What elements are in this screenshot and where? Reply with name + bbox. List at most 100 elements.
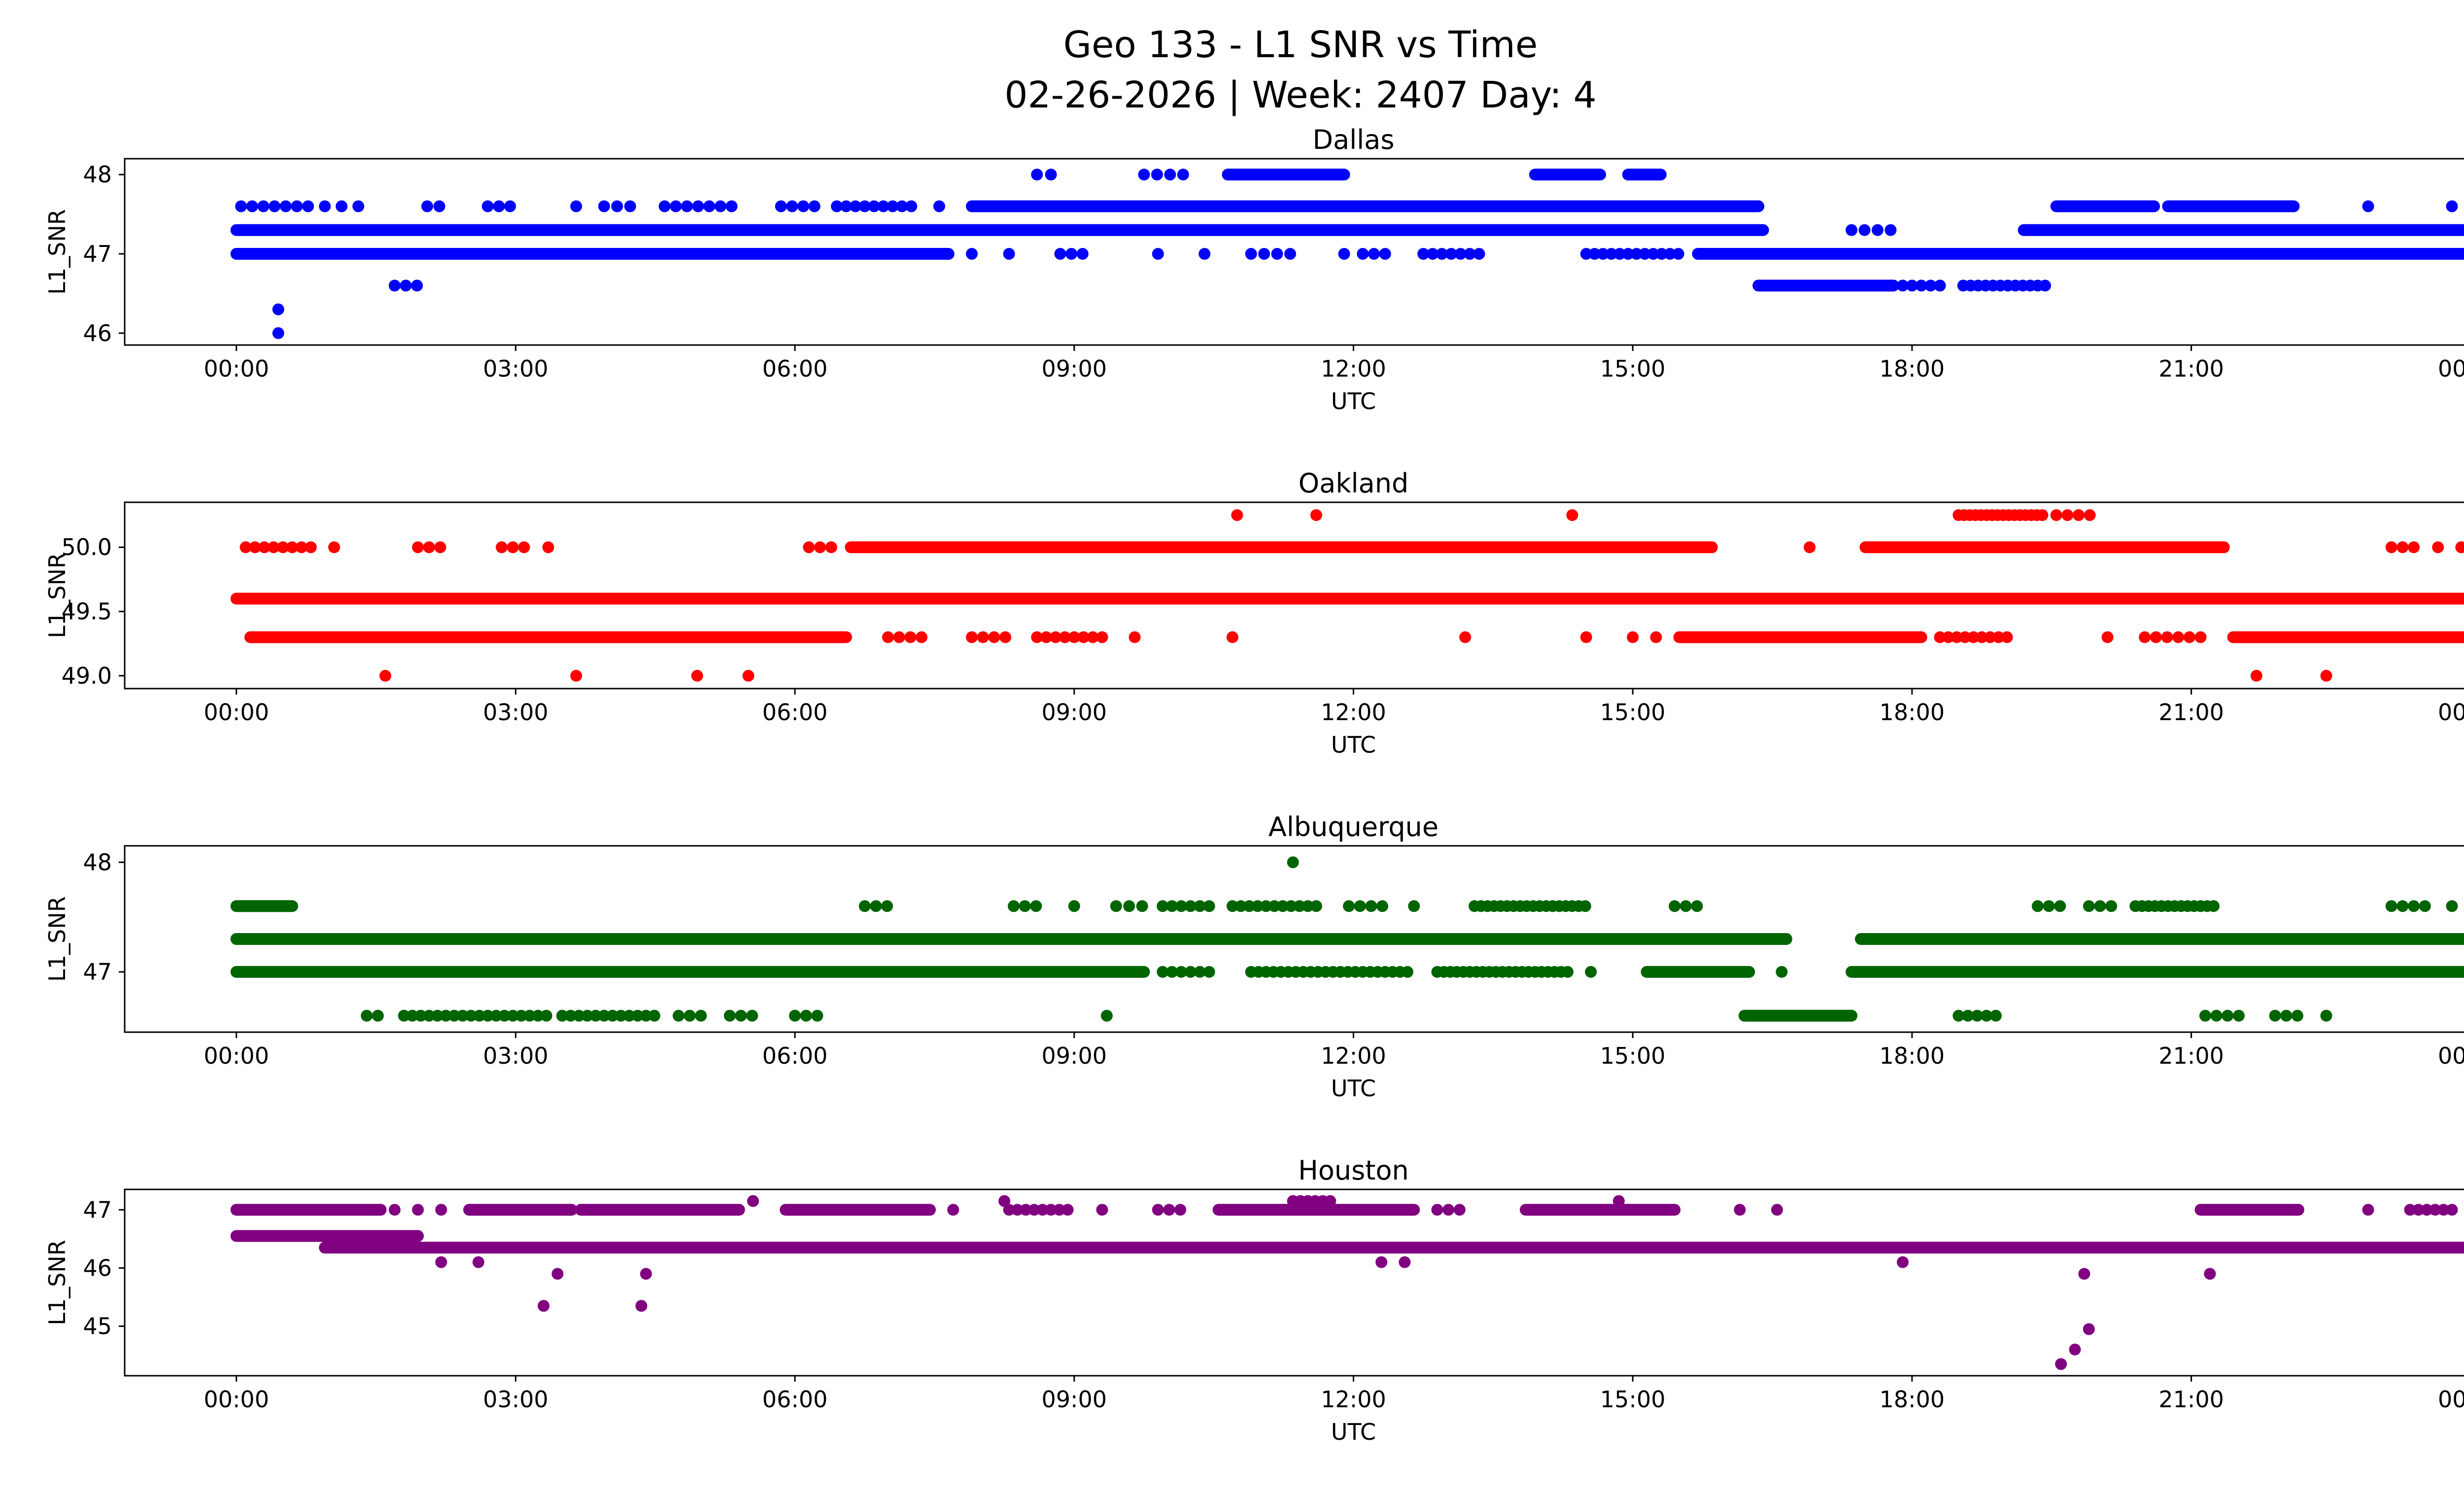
data-point	[1234, 900, 1247, 912]
data-point	[1585, 966, 1597, 978]
data-point	[1427, 248, 1439, 260]
data-point	[1365, 900, 1377, 912]
data-point	[1338, 248, 1350, 260]
data-point	[1379, 248, 1391, 260]
data-point	[877, 200, 890, 212]
subplots: Dallas 46 47 48 L1_SNR 00:00 03:00 06:00 09:00 12…	[0, 120, 2464, 1495]
data-point	[1203, 966, 1215, 978]
y-tick-label: 47	[83, 241, 112, 267]
data-point	[1669, 900, 1681, 912]
data-point	[2419, 900, 2431, 912]
x-axis-label: UTC	[1331, 1075, 1376, 1102]
data-point	[2320, 669, 2332, 682]
y-tick-label: 48	[83, 161, 112, 188]
data-point	[1445, 248, 1457, 260]
data-point	[1872, 224, 1884, 236]
data-point	[2073, 509, 2085, 522]
data-point	[1245, 248, 1257, 260]
data-point	[423, 1009, 435, 1022]
data-point	[933, 200, 945, 212]
data-point	[1343, 900, 1355, 912]
x-tick-label: 12:00	[1321, 699, 1386, 726]
data-point	[433, 200, 445, 212]
axes-frame	[124, 1188, 2464, 1377]
data-point	[1655, 248, 1668, 260]
data-point	[493, 200, 505, 212]
data-point	[2199, 1009, 2211, 1022]
data-point	[1231, 509, 1243, 522]
data-point	[1605, 248, 1617, 260]
data-point	[2172, 631, 2185, 643]
data-point	[1846, 224, 1858, 236]
data-point	[672, 1009, 684, 1022]
data-point	[542, 541, 554, 554]
data-point	[1691, 900, 1703, 912]
data-point	[811, 1009, 823, 1022]
data-point	[1096, 1204, 1108, 1216]
data-point	[725, 200, 738, 212]
data-point	[1771, 1204, 1783, 1216]
data-point	[279, 200, 292, 212]
data-point	[2222, 1009, 2234, 1022]
data-point	[1613, 248, 1626, 260]
data-point	[1630, 248, 1643, 260]
data-point	[1284, 248, 1297, 260]
data-point	[631, 1009, 644, 1022]
data-point	[1399, 1256, 1411, 1268]
data-point	[881, 900, 893, 912]
data-point	[538, 1300, 550, 1312]
data-point	[1123, 900, 1135, 912]
data-point	[372, 1009, 384, 1022]
data-point	[858, 900, 871, 912]
data-point	[379, 669, 391, 682]
x-tick-label: 00:00	[2438, 1043, 2464, 1069]
data-point	[1151, 169, 1163, 181]
data-point	[1357, 248, 1369, 260]
data-point	[2320, 1009, 2332, 1022]
data-point	[1906, 279, 1918, 292]
data-point	[2408, 900, 2420, 912]
data-point	[2429, 1204, 2441, 1216]
data-point	[858, 200, 871, 212]
data-point	[1734, 1204, 1746, 1216]
data-point	[797, 200, 810, 212]
data-point	[1268, 900, 1280, 912]
data-point	[803, 541, 815, 554]
data-point	[523, 1009, 536, 1022]
data-point	[1163, 1204, 1175, 1216]
data-point	[1175, 900, 1188, 912]
data-point	[684, 1009, 696, 1022]
x-tick-label: 06:00	[762, 355, 828, 382]
data-point	[2061, 509, 2074, 522]
data-point	[434, 541, 446, 554]
data-point	[564, 1009, 577, 1022]
data-point	[1804, 541, 1816, 554]
data-point	[789, 1009, 801, 1022]
data-point	[1579, 900, 1591, 912]
data-point	[1030, 900, 1042, 912]
data-point	[1226, 900, 1238, 912]
data-point	[1100, 1009, 1113, 1022]
x-tick-label: 06:00	[762, 1386, 828, 1413]
data-point	[691, 669, 703, 682]
data-point	[507, 1009, 519, 1022]
y-tick-label: 48	[83, 849, 112, 875]
y-tick-label: 47	[83, 959, 112, 985]
data-point	[1962, 1009, 1974, 1022]
data-point	[473, 1009, 485, 1022]
data-point	[249, 541, 261, 554]
data-point	[2050, 509, 2062, 522]
data-point	[1076, 248, 1089, 260]
data-point	[540, 1009, 552, 1022]
data-point	[465, 1009, 477, 1022]
x-tick-label: 00:00	[2438, 1386, 2464, 1413]
data-point	[1301, 900, 1314, 912]
data-point	[1194, 966, 1206, 978]
x-axis-label: UTC	[1331, 1419, 1376, 1445]
data-point	[551, 1268, 564, 1280]
y-tick-label: 50.0	[62, 534, 112, 560]
data-point	[2421, 1204, 2433, 1216]
data-point	[1561, 966, 1574, 978]
data-point	[635, 1300, 648, 1312]
